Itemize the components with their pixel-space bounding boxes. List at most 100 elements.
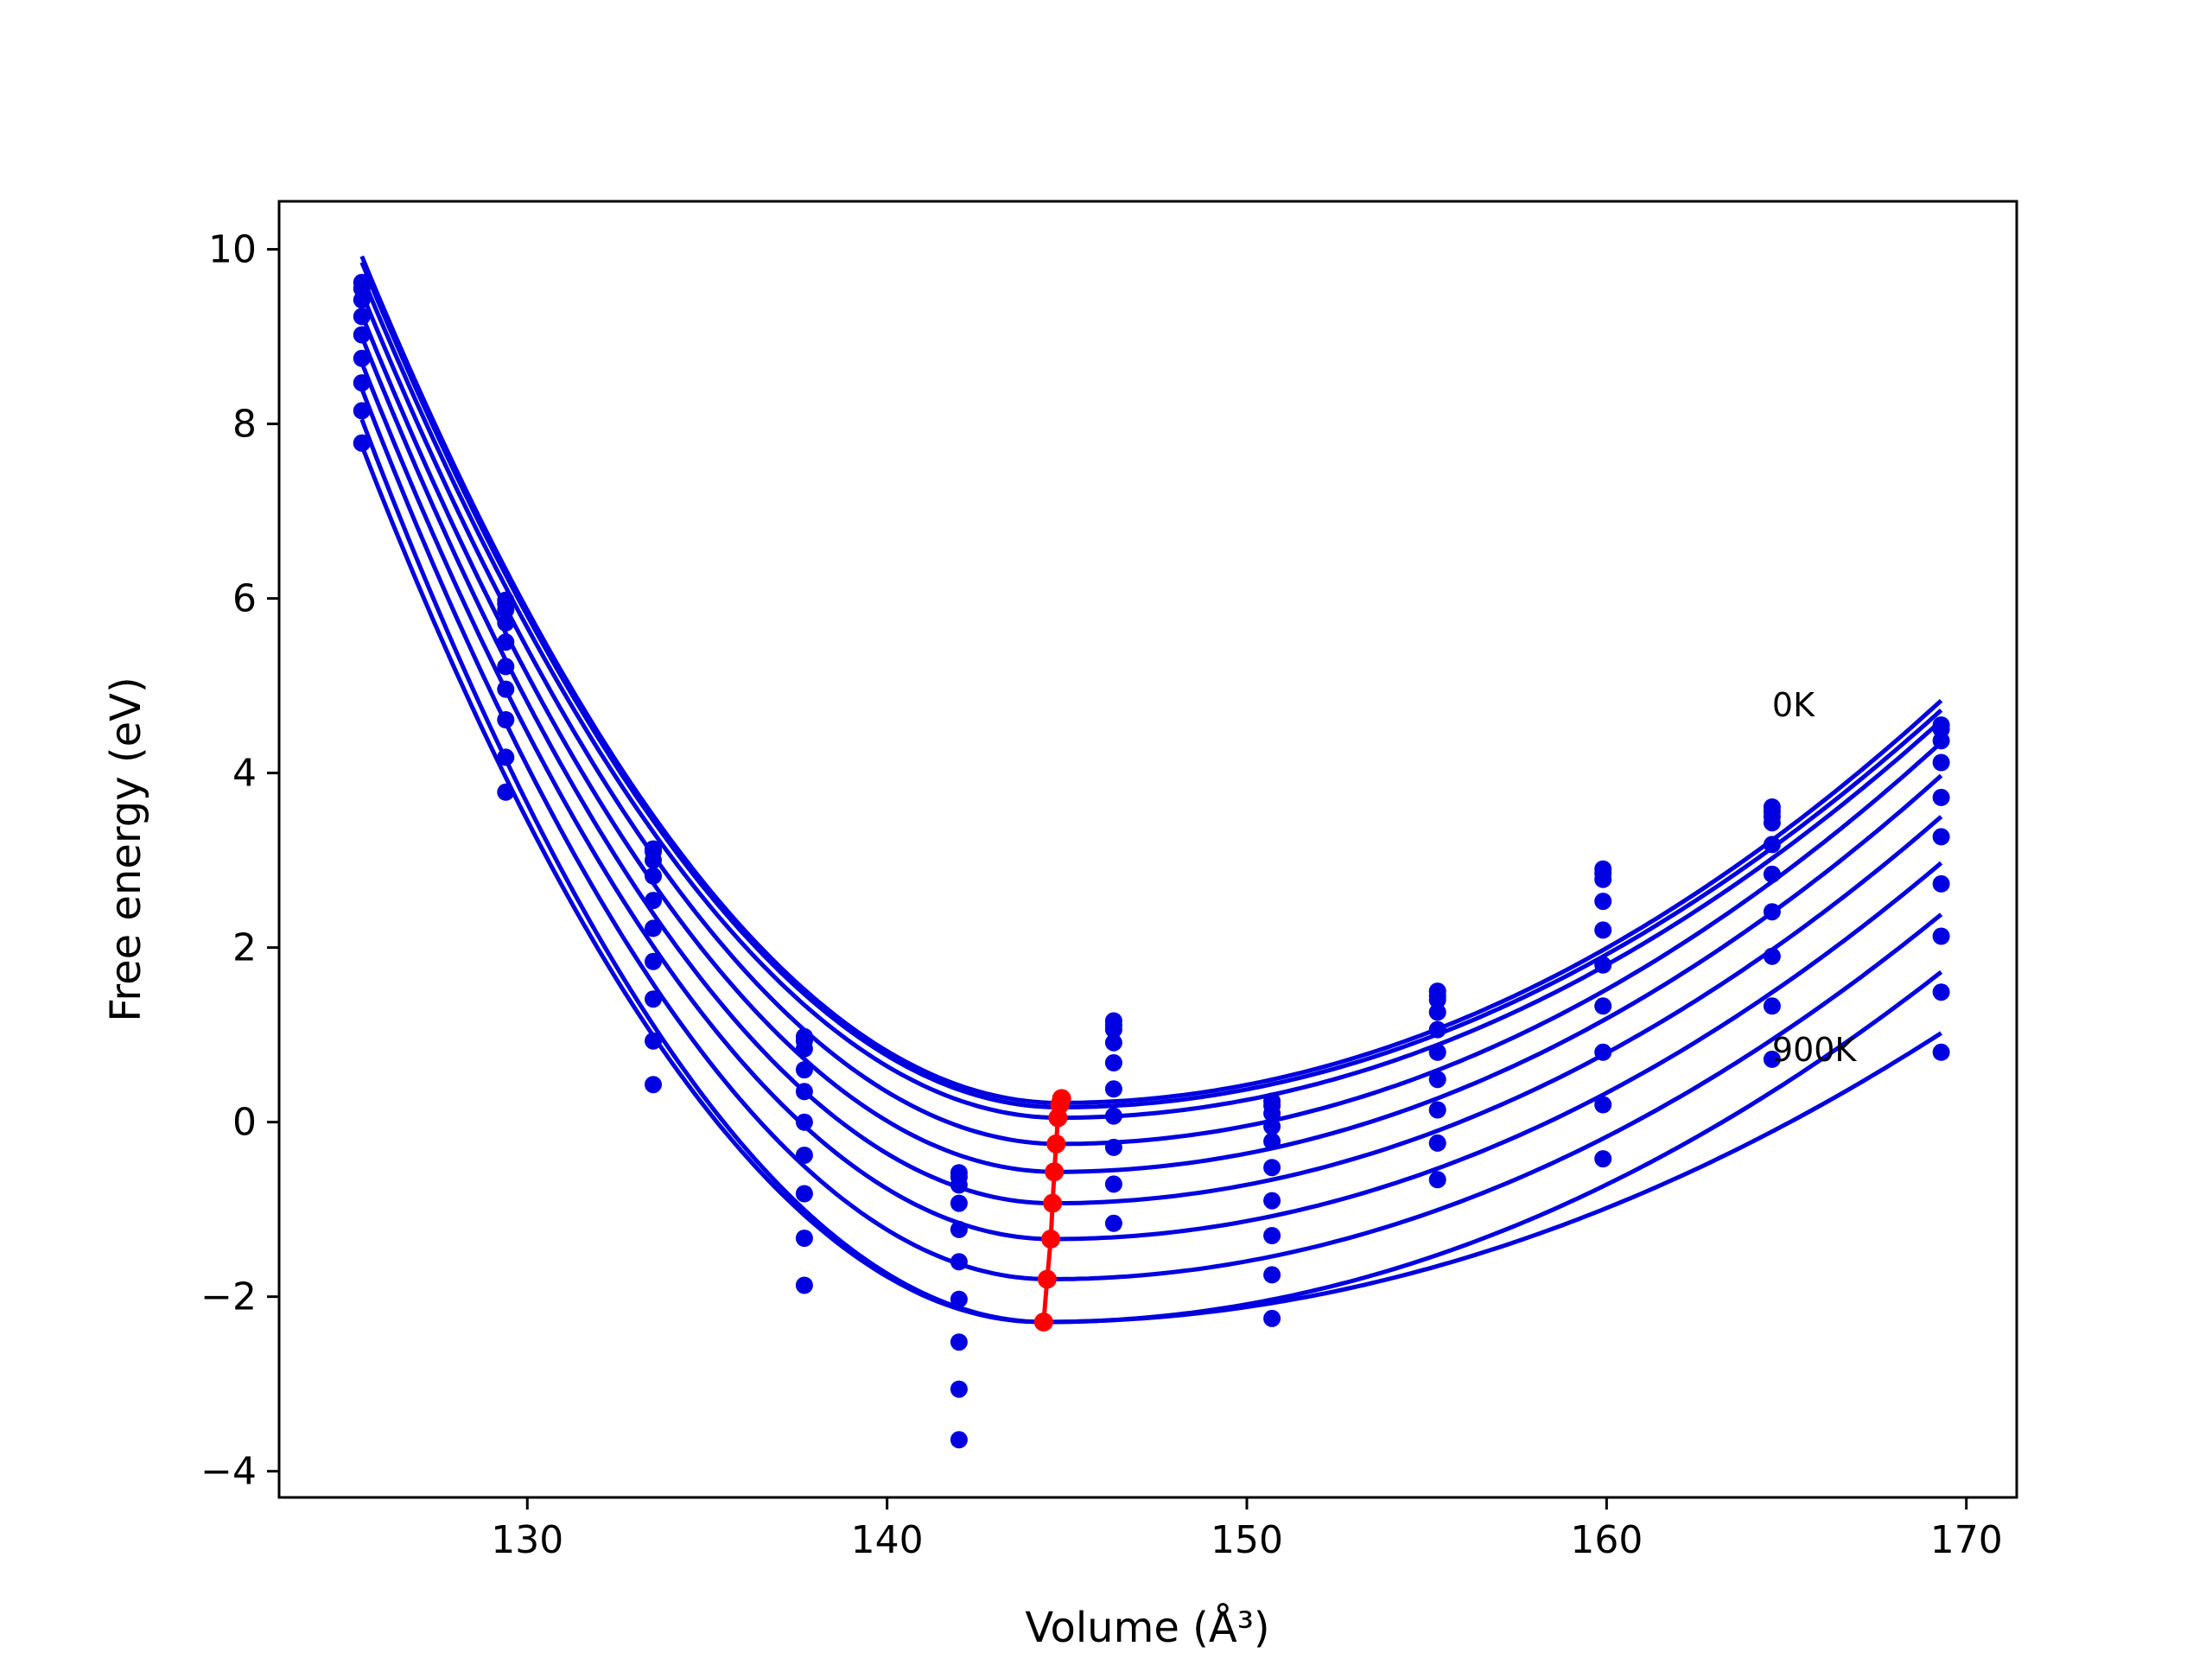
minimum-point [1037, 1269, 1057, 1289]
data-point [795, 1039, 813, 1058]
data-point [1263, 1117, 1281, 1135]
data-point [950, 1290, 968, 1308]
data-point [1932, 927, 1950, 945]
minimum-point [1045, 1162, 1065, 1182]
data-points [353, 273, 1950, 1449]
data-point [795, 1276, 813, 1294]
data-point [1428, 991, 1446, 1009]
minimum-point [1043, 1193, 1063, 1213]
data-point [1104, 1175, 1122, 1193]
data-point [795, 1061, 813, 1079]
fit-curve-4 [359, 314, 1943, 1174]
minimum-point [1046, 1134, 1066, 1154]
curve-annotation: 900K [1772, 1031, 1858, 1069]
data-point [1763, 997, 1781, 1015]
data-point [1428, 1003, 1446, 1021]
data-point [1263, 1132, 1281, 1150]
y-axis: −4 −2 0 2 4 6 8 10 [200, 228, 279, 1494]
y-tick-label: 10 [208, 228, 257, 272]
data-point [645, 1032, 662, 1050]
data-point [1594, 893, 1612, 911]
data-point [1104, 1138, 1122, 1156]
fit-curve-2 [359, 274, 1943, 1121]
minimum-point [1048, 1108, 1068, 1128]
fit-curve-0 [359, 255, 1943, 1105]
data-point [1428, 1043, 1446, 1061]
data-point [645, 919, 662, 938]
minimum-point [1033, 1313, 1053, 1332]
data-point [1594, 870, 1612, 888]
data-point [950, 1176, 968, 1194]
data-point [1428, 1134, 1446, 1152]
y-tick-label: 4 [232, 752, 257, 796]
data-point [497, 613, 515, 632]
fit-curve-6 [359, 361, 1943, 1242]
data-point [353, 434, 371, 452]
fit-curves [359, 255, 1943, 1325]
minimum-point [1041, 1230, 1061, 1249]
x-axis-label: Volume (Å³) [1025, 1603, 1269, 1652]
data-point [1763, 947, 1781, 965]
data-point [1594, 921, 1612, 939]
data-point [497, 680, 515, 698]
data-point [1263, 1309, 1281, 1327]
data-point [645, 867, 662, 885]
data-point [353, 308, 371, 326]
plot-frame [277, 200, 2018, 1499]
data-point [1428, 1071, 1446, 1089]
data-point [950, 1194, 968, 1212]
data-point [1428, 1101, 1446, 1119]
data-point [1104, 1054, 1122, 1071]
data-point [795, 1147, 813, 1164]
data-point [950, 1253, 968, 1271]
x-tick-label: 130 [491, 1518, 563, 1562]
data-point [1104, 1033, 1122, 1052]
y-tick-label: 6 [232, 577, 257, 621]
data-point [353, 326, 371, 344]
x-tick-label: 170 [1930, 1518, 2003, 1562]
data-point [645, 952, 662, 970]
y-tick-label: 8 [232, 403, 257, 447]
data-point [1428, 1171, 1446, 1189]
data-point [1763, 1050, 1781, 1068]
data-point [353, 291, 371, 309]
data-point [1263, 1227, 1281, 1244]
data-point [1104, 1107, 1122, 1125]
data-point [497, 633, 515, 652]
data-point [950, 1333, 968, 1351]
minima-series [1033, 1089, 1071, 1332]
data-point [1263, 1159, 1281, 1177]
data-point [795, 1083, 813, 1101]
data-point [1932, 753, 1950, 772]
data-point [1594, 1096, 1612, 1114]
data-point [1594, 1150, 1612, 1168]
data-point [645, 990, 662, 1008]
y-tick-label: 2 [232, 926, 257, 970]
data-point [497, 783, 515, 801]
fit-curve-9 [359, 444, 1942, 1325]
data-point [1763, 903, 1781, 921]
x-axis: 130 140 150 160 170 [491, 1497, 2003, 1562]
data-point [1104, 1214, 1122, 1232]
data-point [795, 1113, 813, 1131]
annotations: 0K 900K [1772, 686, 1858, 1069]
data-point [1263, 1266, 1281, 1284]
data-point [645, 1076, 662, 1094]
curve-annotation: 0K [1772, 686, 1815, 724]
data-point [1932, 874, 1950, 893]
data-point [1932, 828, 1950, 846]
data-point [497, 748, 515, 766]
data-point [1763, 836, 1781, 854]
data-point [1763, 865, 1781, 883]
y-axis-label: Free energy (eV) [102, 677, 150, 1021]
x-tick-label: 160 [1570, 1518, 1643, 1562]
data-point [950, 1431, 968, 1449]
fit-curve-3 [359, 292, 1943, 1147]
data-point [497, 711, 515, 728]
x-tick-label: 140 [851, 1518, 924, 1562]
data-point [645, 892, 662, 910]
data-point [1932, 1043, 1950, 1061]
fit-curve-7 [359, 388, 1943, 1282]
data-point [950, 1220, 968, 1238]
